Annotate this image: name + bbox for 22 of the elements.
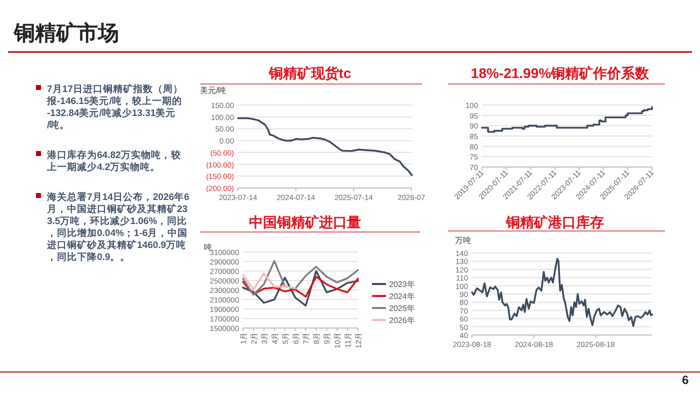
chart-title: 铜精矿港口库存 [505,214,604,230]
legend-label: 2023年 [389,280,415,289]
legend-label: 2025年 [389,304,415,313]
line-series [471,258,653,327]
chart-title: 中国铜精矿进口量 [249,214,361,230]
line-series [242,260,359,296]
text: 7月17日进口铜精矿指数（周）报-146.15美元/吨，较上一期的-132.84美元/吨减少13.31美元/吨。 [46,83,183,131]
chart-title: 铜精矿现货tc [268,65,352,81]
text: 铜精矿市场 [13,21,119,45]
line-series [242,270,359,307]
text: 港口库存为64.82万实物吨，较上一期减少4.2万实物吨。 [46,149,182,173]
line-series [237,117,413,176]
line-series [242,276,359,298]
line-series [242,272,296,290]
chart-title: 18%-21.99%铜精矿作价系数 [470,65,650,81]
legend-label: 2026年 [389,316,415,325]
y-axis-title: 美元/吨 [200,86,226,95]
y-axis-title: 万吨 [455,236,471,245]
text: 6 [682,373,689,387]
legend-label: 2024年 [389,292,415,301]
y-axis-title: 吨 [204,243,212,252]
text: 海关总署7月14日公布，2026年6月，中国进口铜矿砂及其精矿233.5万吨，环比减少1.06%，同比，同比增加0.04%；1-6月，中国进口铜矿砂及其精矿1460.9万吨，同比下降0.9。。 [46,191,190,263]
